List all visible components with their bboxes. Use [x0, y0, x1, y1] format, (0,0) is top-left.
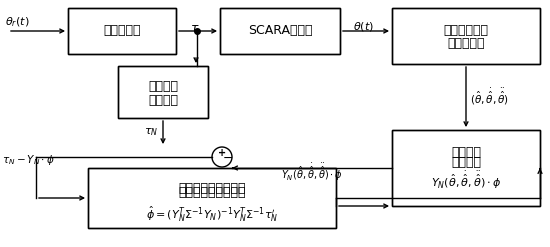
Text: 数据处理: 数据处理	[148, 94, 178, 106]
Bar	[392, 8, 540, 64]
Text: +: +	[218, 148, 226, 158]
Bar	[88, 168, 336, 228]
Text: 加权最小二法乘辨识: 加权最小二法乘辨识	[178, 182, 246, 194]
Text: $(\hat{\theta},\dot{\hat{\theta}},\ddot{\hat{\theta}})$: $(\hat{\theta},\dot{\hat{\theta}},\ddot{…	[470, 87, 509, 107]
Text: $\theta(t)$: $\theta(t)$	[353, 20, 373, 33]
Text: 辨识模型: 辨识模型	[451, 157, 481, 169]
Text: 辨识模型: 辨识模型	[451, 145, 481, 159]
Text: 及数据处理: 及数据处理	[447, 38, 485, 50]
Text: $\tau_N - Y_N \cdot \phi$: $\tau_N - Y_N \cdot \phi$	[2, 153, 54, 167]
Text: 采样力矩: 采样力矩	[148, 81, 178, 94]
Text: 加权最小二法乘辨识: 加权最小二法乘辨识	[178, 186, 246, 200]
Bar	[118, 66, 208, 118]
Text: $\tau$: $\tau$	[190, 22, 200, 35]
Bar	[88, 168, 336, 228]
Bar	[118, 66, 208, 118]
Text: SCARA机器人: SCARA机器人	[248, 24, 312, 38]
Text: $Y_N(\hat{\theta},\dot{\hat{\theta}},\ddot{\hat{\theta}})\cdot\phi$: $Y_N(\hat{\theta},\dot{\hat{\theta}},\dd…	[281, 162, 343, 183]
Bar	[68, 8, 176, 54]
Bar	[392, 130, 540, 206]
Text: $\hat{\phi}=(Y_N^T\Sigma^{-1}Y_N)^{-1}Y_N^T\Sigma^{-1}\tau_N^{\prime}$: $\hat{\phi}=(Y_N^T\Sigma^{-1}Y_N)^{-1}Y_…	[146, 204, 278, 224]
Bar	[68, 8, 176, 54]
Bar	[220, 8, 340, 54]
Text: $\theta_r(t)$: $\theta_r(t)$	[5, 15, 30, 29]
Bar	[220, 8, 340, 54]
Bar	[392, 8, 540, 64]
Text: 伺服驱动器: 伺服驱动器	[103, 24, 141, 38]
Text: $\tau_N$: $\tau_N$	[144, 126, 158, 138]
Text: 关节角度采样: 关节角度采样	[443, 24, 488, 38]
Text: $-$: $-$	[222, 150, 234, 164]
Bar	[392, 130, 540, 206]
Text: $Y_N(\hat{\theta},\dot{\hat{\theta}},\ddot{\hat{\theta}})\cdot\phi$: $Y_N(\hat{\theta},\dot{\hat{\theta}},\dd…	[431, 169, 501, 191]
